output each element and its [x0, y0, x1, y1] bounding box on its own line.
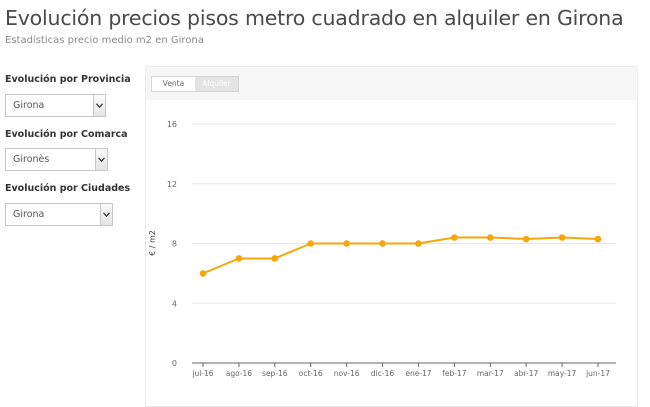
x-tick-label: oct-16	[299, 369, 323, 378]
x-tick-label: dic-16	[371, 369, 394, 378]
x-tick-label: feb-17	[442, 369, 466, 378]
series-line	[202, 236, 599, 275]
page-title: Evolución precios pisos metro cuadrado e…	[5, 6, 624, 30]
toggle-alquiler[interactable]: Alquiler	[195, 77, 238, 91]
y-tick-label: 16	[167, 120, 177, 129]
province-filter-label: Evolución por Provincia	[5, 74, 131, 85]
comarca-select[interactable]: Gironès	[5, 148, 108, 171]
x-tick-label: ago-16	[226, 369, 253, 378]
price-line-chart: 0 4 8 12 16 € / m2 jul-16 ago-16 sep-16 oct-16 n…	[148, 120, 616, 378]
comarca-select-value: Gironès	[13, 154, 50, 165]
y-tick-label: 8	[172, 240, 177, 249]
x-tick-label: may-17	[548, 369, 577, 378]
y-tick-label: 4	[172, 299, 177, 308]
comarca-filter-label: Evolución por Comarca	[5, 129, 128, 140]
x-tick-label: jun-17	[585, 369, 610, 378]
chevron-down-icon[interactable]	[100, 204, 112, 225]
y-tick-label: 12	[167, 180, 177, 189]
data-point	[271, 255, 279, 262]
data-point	[522, 235, 530, 243]
data-point	[415, 240, 422, 247]
province-select[interactable]: Girona	[5, 94, 106, 117]
data-point	[199, 270, 207, 277]
data-point	[451, 234, 458, 241]
data-point	[594, 235, 602, 243]
grid-lines	[192, 123, 616, 364]
x-tick-label: ene-17	[405, 369, 431, 378]
sale-rent-toggle[interactable]: Venta Alquiler	[151, 76, 239, 92]
city-select[interactable]: Girona	[5, 203, 113, 226]
city-select-value: Girona	[13, 209, 45, 220]
toggle-venta[interactable]: Venta	[162, 79, 185, 88]
x-tick-label: sep-16	[262, 369, 288, 378]
y-axis: 0 4 8 12 16	[167, 120, 177, 368]
chart-toolbar: Venta Alquiler	[146, 67, 637, 100]
x-tick-label: mar-17	[477, 369, 504, 378]
data-point	[343, 240, 350, 247]
data-point	[486, 234, 494, 241]
series	[199, 234, 602, 277]
province-select-value: Girona	[13, 100, 45, 111]
x-axis: jul-16 ago-16 sep-16 oct-16 nov-16 dic-16 ene-…	[191, 363, 610, 378]
data-point	[235, 255, 243, 262]
chevron-down-icon[interactable]	[93, 95, 105, 116]
chevron-down-icon[interactable]	[95, 149, 107, 170]
data-point	[379, 240, 386, 247]
data-point	[558, 234, 566, 241]
y-axis-label: € / m2	[148, 230, 157, 256]
x-tick-label: abr-17	[514, 369, 538, 378]
city-filter-label: Evolución por Ciudades	[5, 183, 131, 194]
data-point	[307, 240, 315, 247]
page-subtitle: Estadísticas precio medio m2 en Girona	[5, 35, 204, 46]
chart-panel: Venta Alquiler 0 4 8 12 16 € / m2 jul-16 ago-…	[145, 66, 638, 407]
y-tick-label: 0	[172, 359, 177, 368]
x-tick-label: jul-16	[191, 369, 213, 378]
x-tick-label: nov-16	[334, 369, 360, 378]
